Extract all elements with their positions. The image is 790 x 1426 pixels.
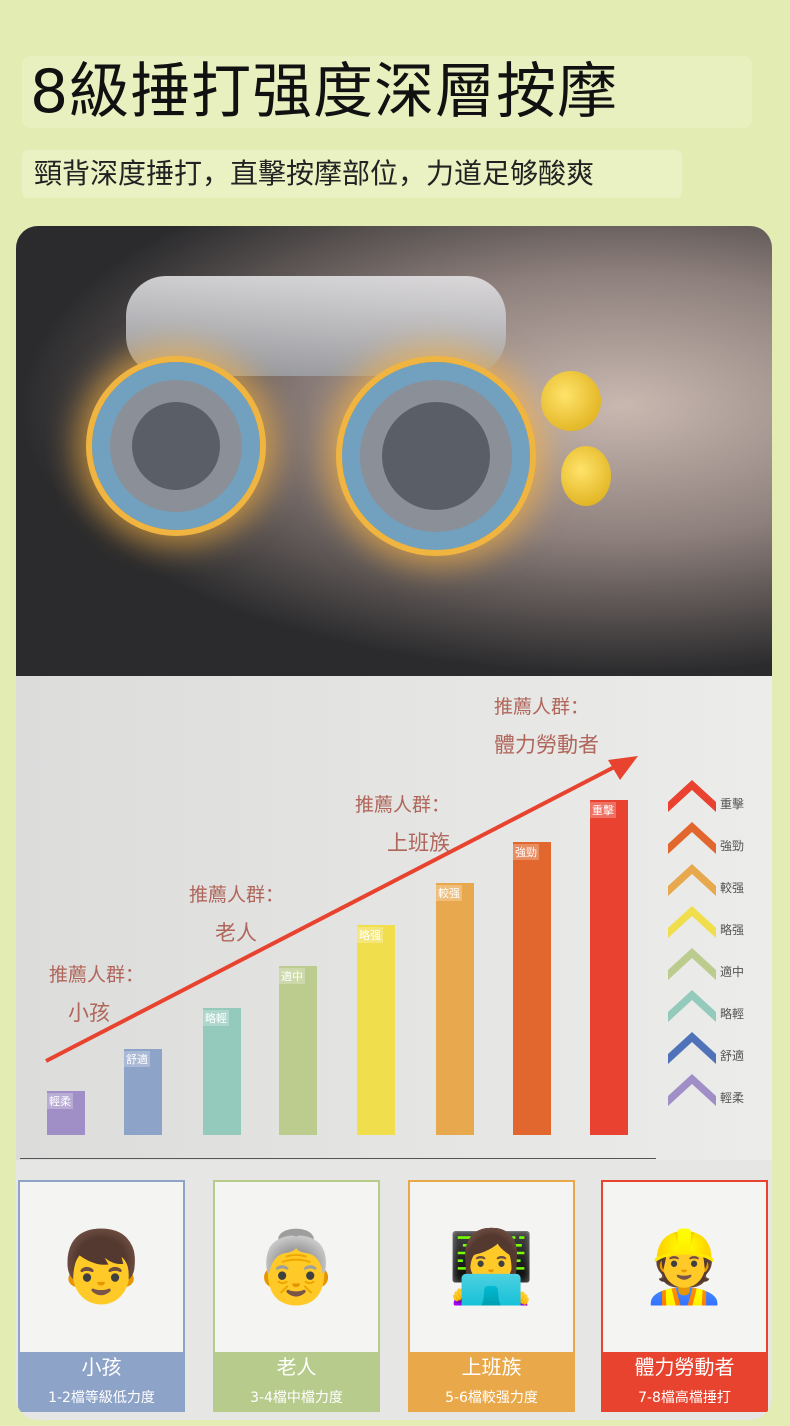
group-label: 推薦人群： — [494, 696, 590, 718]
product-panel: 推薦人群： 小孩 推薦人群： 老人 推薦人群： 上班族 推薦人群： 體力勞動者 輕柔 舒適… — [16, 226, 772, 1420]
audience-photo: 👷 — [640, 1226, 729, 1308]
group-label-child: 推薦人群： 小孩 — [34, 960, 144, 1027]
legend-item: 略輕 — [668, 990, 744, 1022]
bar-6: 較强 — [436, 883, 474, 1135]
group-label-office: 推薦人群： 上班族 — [340, 790, 450, 857]
legend-item: 輕柔 — [668, 1074, 744, 1106]
audience-photo: 👩‍💻 — [447, 1226, 536, 1308]
audience-name: 體力勞動者 — [603, 1352, 766, 1382]
audience-name: 上班族 — [410, 1352, 573, 1382]
group-label: 推薦人群： — [354, 794, 450, 816]
massage-ball — [541, 371, 601, 431]
bar-3: 略輕 — [203, 1007, 241, 1135]
audience-name: 小孩 — [20, 1352, 183, 1382]
legend-label: 適中 — [720, 964, 745, 979]
audience-card: 👵 老人 3-4檔中檔力度 — [213, 1180, 380, 1412]
legend-label: 較强 — [720, 880, 745, 895]
chevron-up-icon — [668, 780, 716, 812]
audience-card: 👩‍💻 上班族 5-6檔較强力度 — [408, 1180, 575, 1412]
bar-4: 適中 — [279, 966, 317, 1135]
group-label-labor: 推薦人群： 體力勞動者 — [494, 692, 624, 759]
bar-5: 略强 — [357, 924, 395, 1135]
bar-7: 強勁 — [513, 841, 551, 1135]
legend-label: 略輕 — [720, 1006, 745, 1021]
legend-item: 略强 — [668, 906, 744, 938]
chevron-up-icon — [668, 948, 716, 980]
bar-label: 輕柔 — [47, 1092, 73, 1109]
bar-2: 舒適 — [124, 1049, 162, 1135]
chevron-up-icon — [668, 864, 716, 896]
audience-desc: 7-8檔高檔捶打 — [603, 1382, 766, 1410]
bar-label: 適中 — [279, 968, 305, 984]
page-title: 8級捶打强度深層按摩 — [22, 56, 752, 128]
audience-photo: 👵 — [252, 1226, 341, 1308]
audience-name: 老人 — [215, 1352, 378, 1382]
group-name: 小孩 — [68, 1001, 110, 1025]
group-name: 老人 — [215, 921, 257, 945]
massage-roller-right — [336, 356, 536, 556]
bar-label: 略强 — [357, 926, 383, 943]
group-label-elderly: 推薦人群： 老人 — [174, 880, 284, 947]
bar-label: 較强 — [436, 885, 462, 901]
bar-8: 重擊 — [590, 800, 628, 1135]
audience-desc: 3-4檔中檔力度 — [215, 1382, 378, 1410]
legend-item: 較强 — [668, 864, 744, 896]
chevron-up-icon — [668, 1074, 716, 1106]
x-axis — [20, 1158, 656, 1159]
audience-card: 👦 小孩 1-2檔等級低力度 — [18, 1180, 185, 1412]
chevron-up-icon — [668, 1032, 716, 1064]
legend-label: 略强 — [720, 922, 745, 937]
chevron-up-icon — [668, 822, 716, 854]
legend-label: 重擊 — [720, 796, 745, 811]
bar-label: 重擊 — [590, 802, 616, 818]
legend-item: 適中 — [668, 948, 744, 980]
bar-label: 舒適 — [124, 1051, 150, 1067]
group-label: 推薦人群： — [48, 964, 144, 986]
massage-ball — [561, 446, 611, 506]
audience-photo: 👦 — [57, 1226, 146, 1308]
chevron-up-icon — [668, 906, 716, 938]
bar-label: 略輕 — [203, 1009, 229, 1026]
bar-1: 輕柔 — [47, 1090, 85, 1135]
group-name: 上班族 — [387, 831, 450, 855]
legend-item: 舒適 — [668, 1032, 744, 1064]
legend-item: 重擊 — [668, 780, 744, 812]
group-name: 體力勞動者 — [494, 733, 599, 757]
bar-label: 強勁 — [513, 843, 539, 860]
legend-label: 輕柔 — [720, 1090, 745, 1105]
legend-item: 強勁 — [668, 822, 744, 854]
legend-label: 強勁 — [720, 838, 745, 853]
page-subtitle: 頸背深度捶打，直擊按摩部位，力道足够酸爽 — [22, 150, 682, 198]
intensity-chart: 推薦人群： 小孩 推薦人群： 老人 推薦人群： 上班族 推薦人群： 體力勞動者 輕柔 舒適… — [16, 676, 772, 1160]
massage-roller-left — [86, 356, 266, 536]
trend-arrow — [45, 756, 638, 1063]
audience-desc: 5-6檔較强力度 — [410, 1382, 573, 1410]
chevron-up-icon — [668, 990, 716, 1022]
audience-card: 👷 體力勞動者 7-8檔高檔捶打 — [601, 1180, 768, 1412]
group-label: 推薦人群： — [188, 884, 284, 906]
massager-photo — [16, 226, 772, 676]
audience-desc: 1-2檔等級低力度 — [20, 1382, 183, 1410]
legend-label: 舒適 — [720, 1048, 745, 1063]
